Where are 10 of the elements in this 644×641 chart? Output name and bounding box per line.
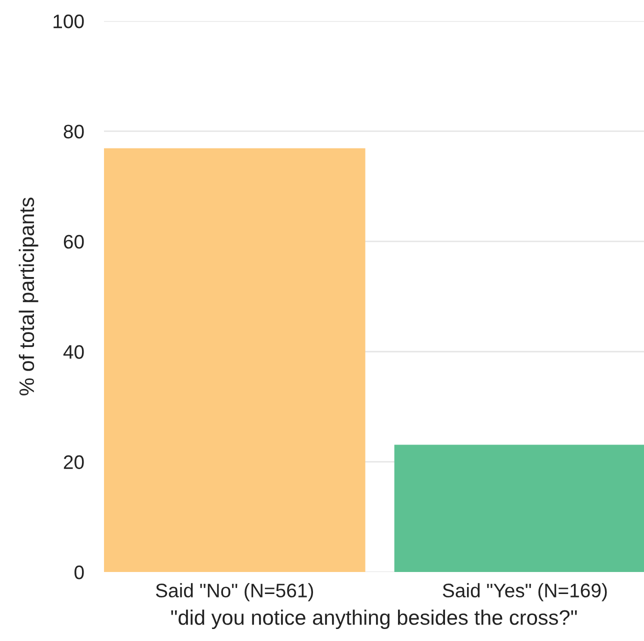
y-tick-label: 20 xyxy=(64,455,84,470)
x-axis-title: "did you notice anything besides the cross?" xyxy=(171,610,577,630)
y-tick-label: 80 xyxy=(64,124,84,138)
y-tick-label: 100 xyxy=(54,14,84,28)
x-tick-label: Said "Yes" (N=169) xyxy=(442,583,607,602)
y-tick-label: 40 xyxy=(63,345,84,359)
x-tick-label: Said "No" (N=561) xyxy=(156,583,314,602)
y-tick-label: 60 xyxy=(64,234,84,249)
y-axis-title: % of total participants xyxy=(18,198,38,396)
y-tick-label: 0 xyxy=(74,565,84,580)
